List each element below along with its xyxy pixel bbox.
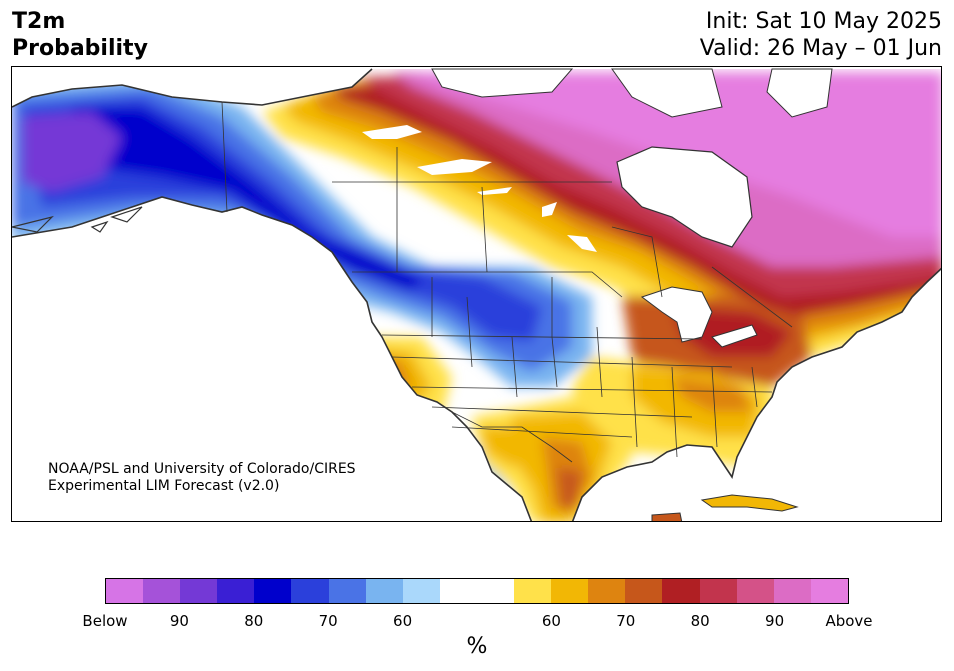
colorbar-tick-label: 70 xyxy=(616,612,636,630)
colorbar-segment xyxy=(773,579,811,603)
colorbar-segment xyxy=(180,579,218,603)
colorbar xyxy=(105,578,849,604)
great-slave-lake xyxy=(362,125,422,139)
colorbar-segment xyxy=(439,579,477,603)
probability-fill xyxy=(12,69,941,521)
colorbar-tick-label: 90 xyxy=(169,612,189,630)
colorbar-tick-label: 60 xyxy=(393,612,413,630)
coastline xyxy=(12,68,941,521)
valid-range: Valid: 26 May – 01 Jun xyxy=(699,36,942,61)
title-left: T2m Probability xyxy=(12,8,148,62)
colorbar-segment xyxy=(143,579,181,603)
colorbar-segment xyxy=(476,579,515,603)
colorbar-tick-label: 60 xyxy=(541,612,561,630)
colorbar-segment xyxy=(514,579,552,603)
colorbar-segment xyxy=(217,579,255,603)
colorbar-segment xyxy=(810,579,848,603)
colorbar-segment xyxy=(625,579,663,603)
colorbar-segment xyxy=(588,579,626,603)
colorbar-segment xyxy=(699,579,737,603)
colorbar-tick-label: 90 xyxy=(765,612,785,630)
colorbar-segment xyxy=(402,579,440,603)
hudson-bay xyxy=(616,146,753,248)
title-right: Init: Sat 10 May 2025 Valid: 26 May – 01… xyxy=(700,8,942,62)
colorbar-tick-label: 80 xyxy=(690,612,710,630)
variable-title: T2m xyxy=(12,9,66,34)
colorbar-segment xyxy=(291,579,329,603)
credit-line-2: Experimental LIM Forecast (v2.0) xyxy=(48,478,280,494)
map-svg xyxy=(12,68,941,521)
colorbar-segment xyxy=(551,579,589,603)
colorbar-tick-label: Above xyxy=(825,612,873,630)
init-date: Init: Sat 10 May 2025 xyxy=(705,9,942,34)
great-bear-lake xyxy=(417,159,492,175)
colorbar-segment xyxy=(254,579,292,603)
colorbar-tick-label: 70 xyxy=(318,612,338,630)
political-boundaries xyxy=(221,101,793,463)
colorbar-segment xyxy=(365,579,403,603)
colorbar-segment xyxy=(662,579,700,603)
credit-line-1: NOAA/PSL and University of Colorado/CIRE… xyxy=(48,461,356,477)
colorbar-segment xyxy=(106,579,144,603)
great-lakes xyxy=(640,286,713,343)
colorbar-unit: % xyxy=(466,634,488,659)
credit-text: NOAA/PSL and University of Colorado/CIRE… xyxy=(48,461,356,495)
map-panel xyxy=(11,66,942,522)
colorbar-segment xyxy=(736,579,774,603)
probability-title: Probability xyxy=(12,36,148,61)
colorbar-segment xyxy=(328,579,366,603)
colorbar-tick-label: Below xyxy=(82,612,128,630)
colorbar-tick-label: 80 xyxy=(244,612,264,630)
